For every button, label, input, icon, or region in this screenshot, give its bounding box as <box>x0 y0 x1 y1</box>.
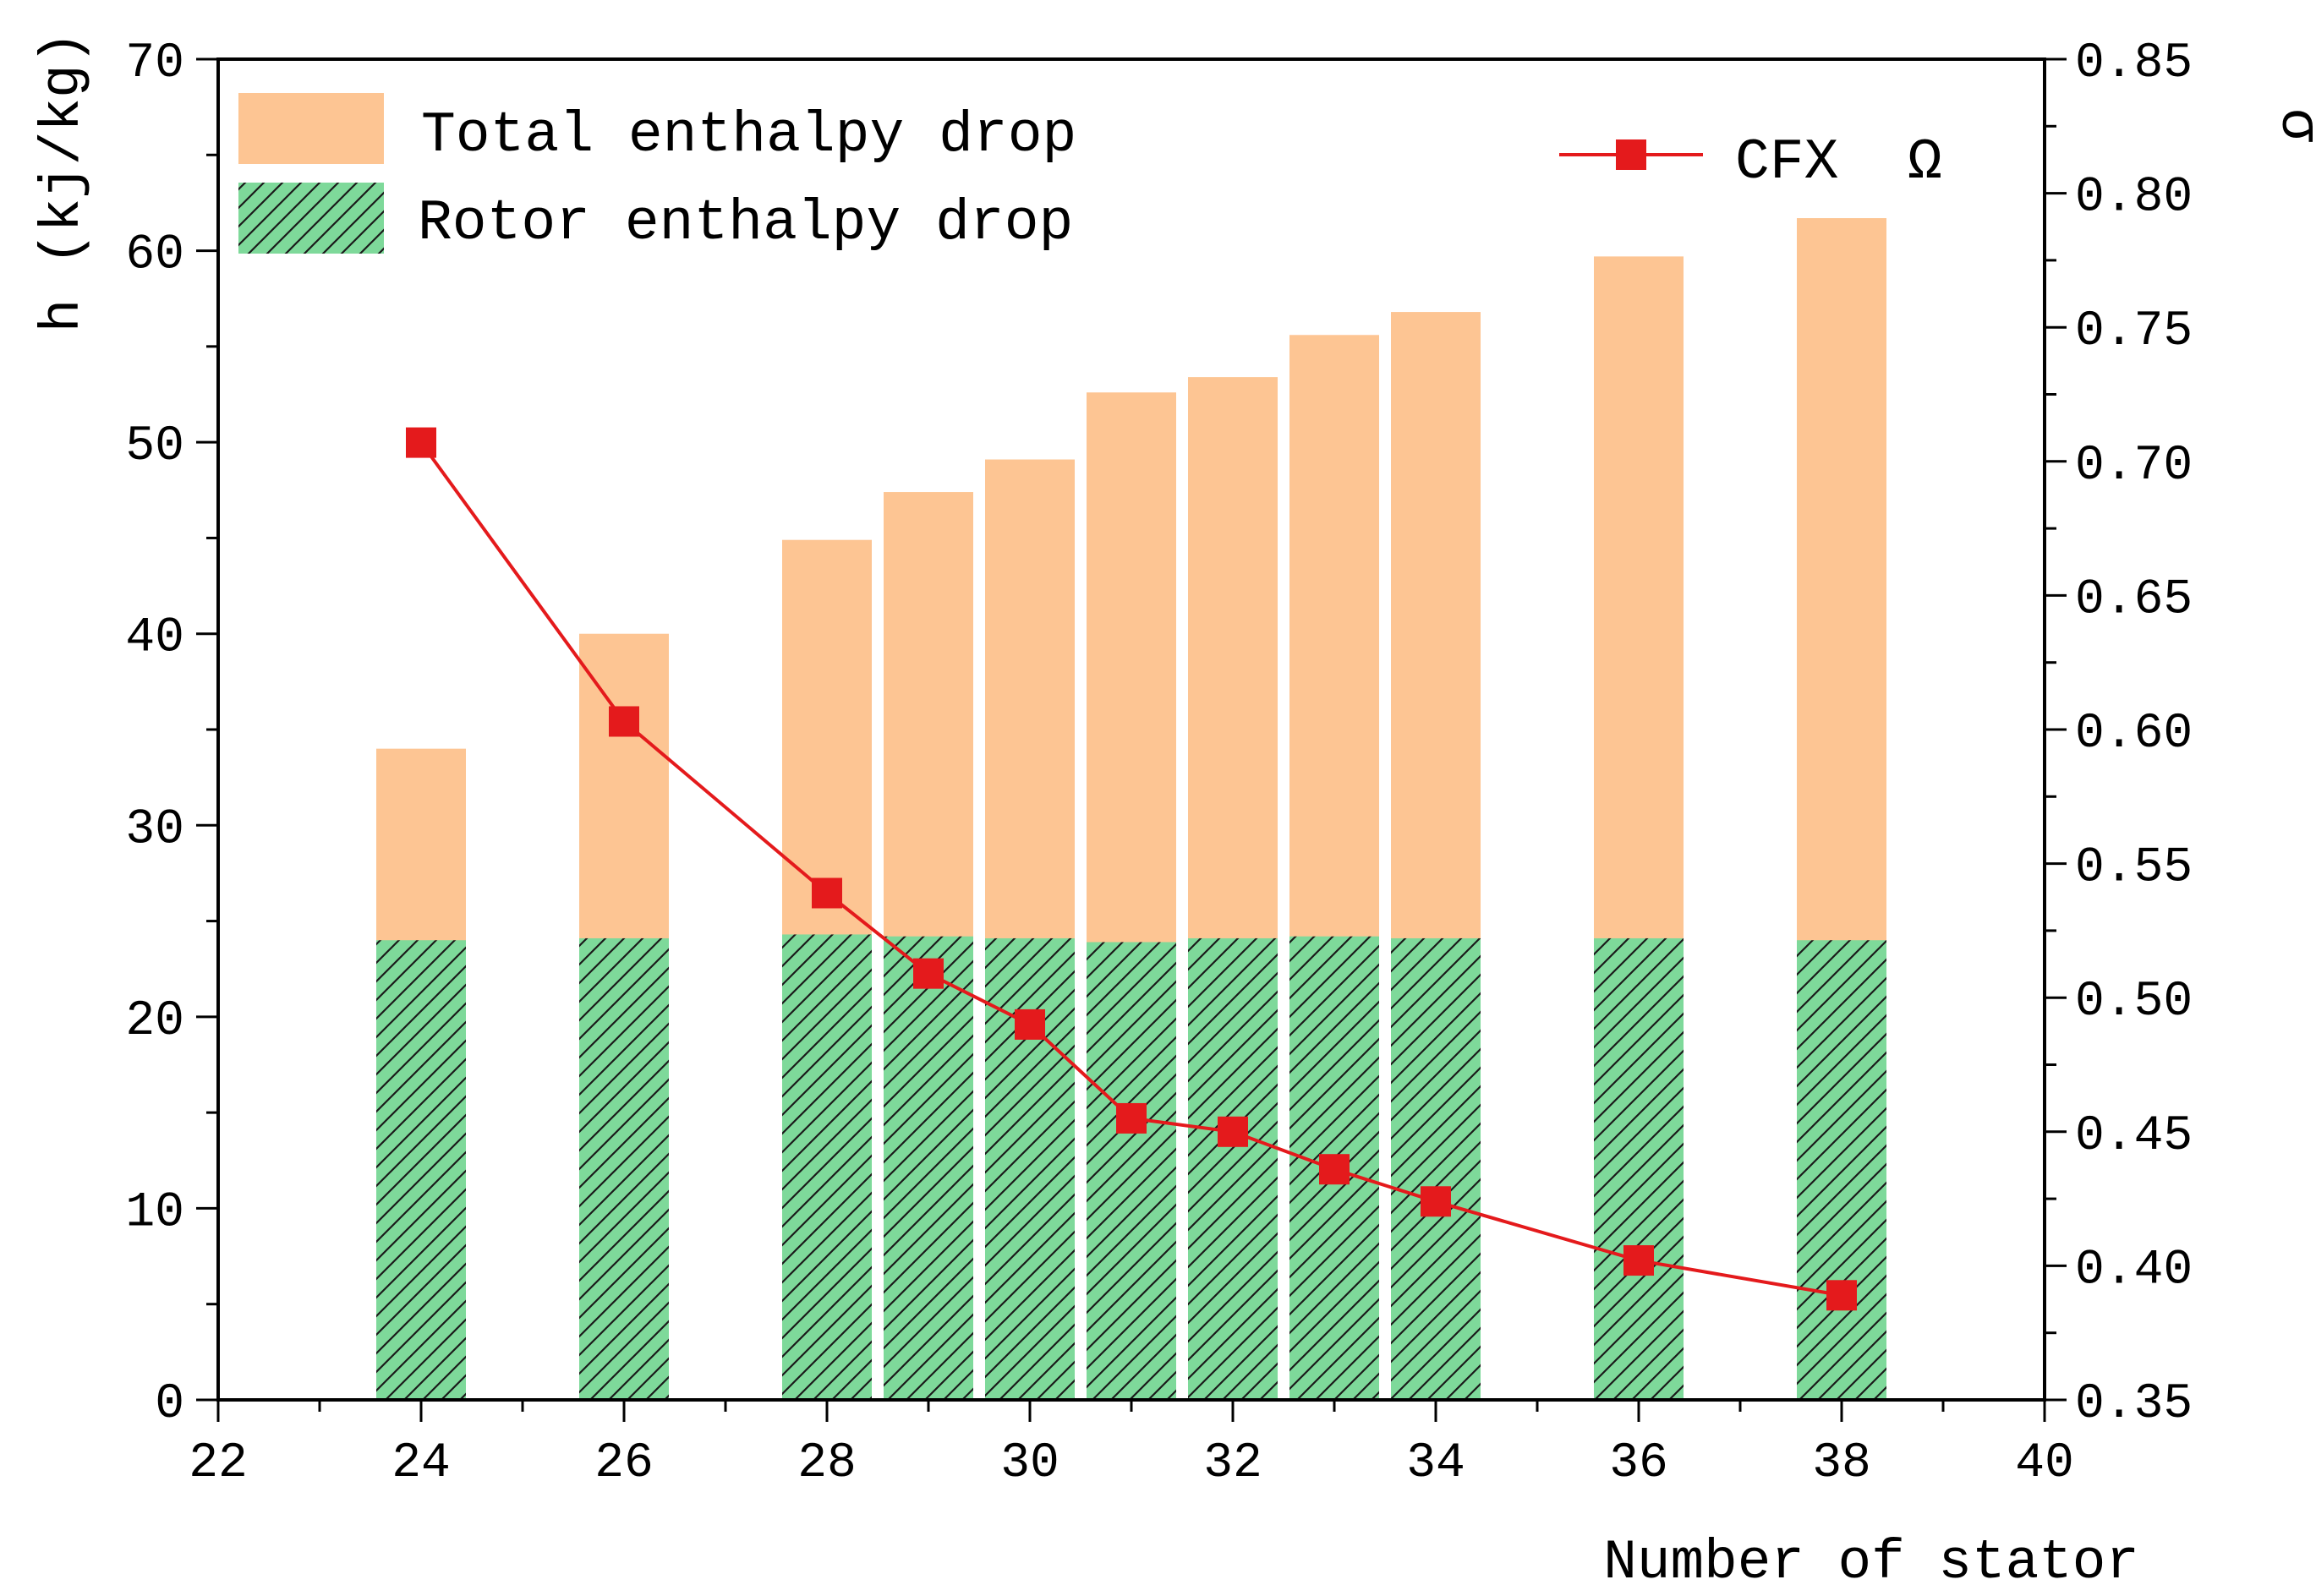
x-tick-label: 22 <box>189 1436 248 1491</box>
cfx-omega-marker-29 <box>913 958 944 989</box>
left-y-axis: 0 10 20 30 40 50 60 70 <box>125 36 218 1432</box>
legend: Total enthalpy drop Rotor enthalpy drop … <box>238 93 1942 256</box>
right-y-tick-label: 0.60 <box>2075 707 2193 762</box>
x-tick-label: 36 <box>1609 1436 1668 1491</box>
right-y-tick-label: 0.40 <box>2075 1243 2193 1298</box>
left-y-tick-label: 10 <box>125 1185 184 1240</box>
rotor-bar-31 <box>1087 942 1176 1400</box>
rotor-enthalpy-bars <box>376 934 1886 1400</box>
x-tick-label: 26 <box>594 1436 654 1491</box>
x-tick-label: 30 <box>1000 1436 1059 1491</box>
legend-marker <box>1616 139 1646 170</box>
rotor-bar-34 <box>1391 937 1481 1400</box>
x-tick-label: 28 <box>797 1436 857 1491</box>
left-y-tick-label: 30 <box>125 802 184 857</box>
cfx-omega-marker-24 <box>406 427 436 458</box>
x-tick-label: 34 <box>1406 1436 1465 1491</box>
x-axis: 22 24 26 28 30 32 34 36 38 40 <box>189 1400 2074 1491</box>
right-y-tick-label: 0.35 <box>2075 1377 2193 1432</box>
right-y-tick-label: 0.85 <box>2075 36 2193 91</box>
cfx-omega-marker-30 <box>1015 1008 1045 1040</box>
left-y-tick-label: 70 <box>125 36 184 91</box>
cfx-omega-series <box>406 427 1857 1311</box>
right-y-tick-label: 0.65 <box>2075 572 2193 627</box>
right-y-tick-label: 0.70 <box>2075 439 2193 494</box>
rotor-bar-38 <box>1797 940 1886 1400</box>
cfx-omega-marker-34 <box>1421 1186 1451 1217</box>
rotor-bar-36 <box>1594 937 1684 1400</box>
legend-swatch-total <box>238 93 384 164</box>
rotor-bar-28 <box>782 934 872 1400</box>
left-y-tick-label: 0 <box>155 1377 184 1432</box>
right-y-tick-label: 0.80 <box>2075 171 2193 226</box>
x-tick-label: 38 <box>1812 1436 1871 1491</box>
right-y-tick-label: 0.75 <box>2075 304 2193 359</box>
cfx-omega-marker-26 <box>609 706 639 737</box>
x-tick-label: 32 <box>1203 1436 1262 1491</box>
rotor-bar-24 <box>376 940 466 1400</box>
right-y-axis-title: σ <box>2266 108 2316 142</box>
x-tick-label: 40 <box>2015 1436 2074 1491</box>
rotor-bar-29 <box>884 936 973 1400</box>
right-y-axis: 0.35 0.40 0.45 0.50 0.55 0.60 0.65 0.70 0.75 0.80… <box>2045 36 2193 1432</box>
x-tick-label: 24 <box>391 1436 451 1491</box>
legend-swatch-rotor <box>238 183 384 254</box>
cfx-omega-marker-28 <box>812 877 842 909</box>
legend-label-rotor: Rotor enthalpy drop <box>418 191 1073 256</box>
left-y-axis-title: h (kj/kg) <box>31 31 95 332</box>
legend-label-total: Total enthalpy drop <box>421 103 1076 168</box>
left-y-tick-label: 60 <box>125 228 184 283</box>
right-y-tick-label: 0.55 <box>2075 841 2193 896</box>
cfx-omega-marker-33 <box>1319 1154 1350 1185</box>
cfx-omega-marker-38 <box>1826 1280 1857 1311</box>
right-y-tick-label: 0.45 <box>2075 1109 2193 1164</box>
right-y-tick-label: 0.50 <box>2075 975 2193 1030</box>
rotor-bar-32 <box>1188 937 1278 1400</box>
left-y-tick-label: 20 <box>125 994 184 1049</box>
cfx-omega-marker-32 <box>1218 1116 1248 1147</box>
cfx-omega-marker-31 <box>1116 1102 1147 1134</box>
cfx-omega-marker-36 <box>1623 1245 1654 1276</box>
legend-label-cfx: CFX Ω <box>1735 130 1942 195</box>
left-y-tick-label: 40 <box>125 611 184 666</box>
left-y-tick-label: 50 <box>125 419 184 474</box>
rotor-bar-26 <box>579 937 669 1400</box>
x-axis-title: Number of stator <box>1603 1531 2139 1594</box>
